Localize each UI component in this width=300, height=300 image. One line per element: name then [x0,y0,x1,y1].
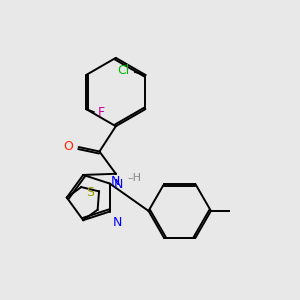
Text: S: S [86,186,94,200]
Text: N: N [113,178,123,191]
Text: –H: –H [128,173,142,183]
Text: O: O [63,140,73,153]
Text: N: N [113,216,122,229]
Text: Cl: Cl [117,64,129,77]
Text: F: F [98,106,105,118]
Text: N: N [111,175,121,188]
